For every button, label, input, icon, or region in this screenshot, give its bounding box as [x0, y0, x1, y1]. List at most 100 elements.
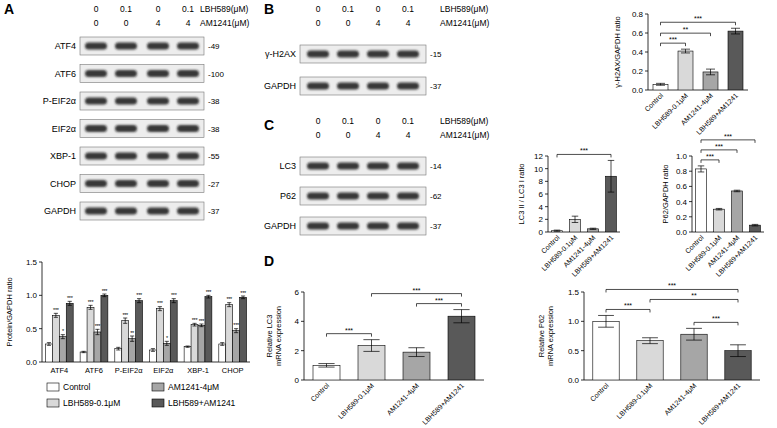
error-bar [608, 160, 614, 192]
lane-value: 0 [316, 130, 321, 140]
category-label: Control [309, 381, 330, 402]
error-bar [54, 313, 58, 317]
significance-bracket [701, 160, 719, 163]
significance-label: *** [233, 322, 240, 328]
error-bar [227, 303, 231, 307]
bar [52, 315, 59, 362]
band [397, 83, 419, 90]
bar [588, 229, 599, 232]
header-label: LBH589(μM) [200, 4, 249, 14]
lane-value: 0 [316, 18, 321, 28]
lane-value: 0 [376, 116, 381, 126]
legend-label: Control [63, 382, 91, 392]
y-axis [584, 292, 585, 380]
error-bar [234, 329, 238, 333]
band [115, 98, 137, 105]
legend-swatch [47, 399, 59, 407]
band [177, 98, 199, 105]
legend-swatch [47, 383, 59, 391]
mw-label: -62 [430, 192, 442, 201]
y-tick [545, 156, 548, 157]
significance-label: *** [712, 315, 720, 322]
lane-value: 4 [376, 130, 381, 140]
significance-bracket [417, 304, 462, 307]
band [115, 153, 137, 160]
significance-bracket [661, 33, 711, 36]
lane-value: 4 [156, 18, 161, 28]
error-bar [656, 83, 665, 85]
band [85, 125, 107, 132]
panel-letter: D [264, 253, 274, 269]
lane-value: 0.1 [402, 116, 414, 126]
band [397, 51, 419, 58]
y-axis-label: LC3 II / LC3 I ratio [517, 164, 526, 225]
bar [714, 209, 725, 232]
protein-label: LC3 [279, 161, 296, 171]
band [177, 153, 199, 160]
error-bar [363, 340, 379, 352]
y-tick-label: 0.8 [632, 10, 644, 19]
bar [240, 297, 247, 362]
significance-label: *** [95, 323, 102, 329]
category-label: LBH589+AM1241 [421, 382, 465, 426]
band [337, 193, 359, 200]
lane-value: 0 [346, 18, 351, 28]
y-tick [301, 292, 304, 293]
y-tick-label: 0 [295, 376, 300, 385]
protein-label: GAPDH [264, 81, 296, 91]
y-tick-label: 0.5 [26, 325, 38, 334]
header-label: LBH589(μM) [440, 4, 489, 14]
bar [681, 334, 707, 380]
lane-value: 0 [316, 4, 321, 14]
y-tick-label: 2 [295, 347, 300, 356]
error-bar [731, 28, 740, 34]
bar [696, 169, 707, 232]
band [115, 43, 137, 50]
y-tick [645, 14, 648, 15]
y-tick [301, 350, 304, 351]
band [177, 125, 199, 132]
band [85, 180, 107, 187]
bar [750, 225, 761, 232]
significance-label: ** [130, 330, 135, 336]
category-label: Control [589, 381, 610, 402]
bar [732, 191, 743, 232]
y-tick-label: 0.6 [676, 182, 688, 191]
lane-value: 0 [376, 4, 381, 14]
header-label: AM1241(μM) [440, 130, 489, 140]
y-tick-label: 0.0 [676, 228, 688, 237]
y-tick-label: 0.4 [632, 48, 644, 57]
y-axis-label: P62/GAPDH ratio [661, 165, 670, 224]
band [115, 70, 137, 77]
legend-label: LBH589-0.1μM [63, 398, 120, 408]
lane-value: 0 [156, 4, 161, 14]
blot-strip [80, 147, 204, 165]
y-tick [689, 171, 692, 172]
significance-label: *** [199, 318, 206, 324]
y-tick-label: 6 [295, 288, 300, 297]
error-bar [598, 315, 614, 327]
band [147, 180, 169, 187]
error-bar [165, 341, 169, 345]
band [115, 180, 137, 187]
mw-label: -49 [208, 42, 220, 51]
lane-value: 0 [316, 116, 321, 126]
y-tick [39, 262, 42, 263]
y-tick [545, 232, 548, 233]
y-tick-label: 6 [539, 190, 544, 199]
bar [59, 337, 66, 362]
panel-letter: A [4, 1, 14, 17]
plot-area [552, 160, 617, 232]
lane-value: 4 [376, 18, 381, 28]
blot-strip [300, 157, 426, 175]
y-tick [645, 33, 648, 34]
mw-label: -100 [208, 70, 225, 79]
lane-value: 0.1 [120, 4, 132, 14]
mw-label: -15 [430, 50, 442, 59]
band [147, 98, 169, 105]
bar [191, 325, 198, 362]
lane-value: 0 [346, 130, 351, 140]
y-axis-label: mRNA expression [546, 306, 555, 366]
bar [728, 31, 743, 90]
blot-strip [80, 120, 204, 138]
